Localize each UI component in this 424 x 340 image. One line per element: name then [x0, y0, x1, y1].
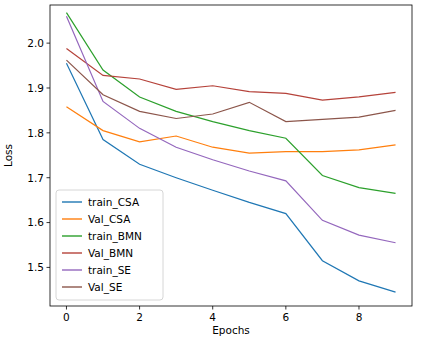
series-line [66, 107, 395, 153]
x-tick [212, 306, 213, 310]
x-tick-label: 2 [136, 311, 143, 323]
legend-label: train_BMN [88, 230, 142, 243]
y-tick [47, 222, 51, 223]
y-tick [47, 132, 51, 133]
y-tick-label: 1.8 [27, 127, 44, 139]
x-tick [66, 306, 67, 310]
legend-swatch [62, 286, 82, 287]
x-tick-label: 6 [283, 311, 290, 323]
plot-lines [66, 13, 395, 292]
legend-label: Val_BMN [88, 247, 133, 260]
legend-box [56, 190, 163, 300]
legend: train_CSA Val_CSA train_BMN Val_BMN train_SE… [56, 190, 163, 300]
y-tick-label: 1.7 [27, 172, 44, 184]
y-tick-label: 2.0 [27, 37, 44, 49]
x-tick [358, 306, 359, 310]
y-tick-label: 1.6 [27, 216, 44, 228]
legend-swatch [62, 252, 82, 253]
y-tick [47, 267, 51, 268]
chart: 0 2 4 6 8 1.5 1.6 1.7 1.8 1.9 2.0 Epochs Loss train_C… [0, 0, 424, 340]
y-axis-label: Loss [2, 144, 14, 167]
legend-swatch [62, 269, 82, 270]
legend-swatch [62, 201, 82, 202]
x-tick [139, 306, 140, 310]
series-line [66, 49, 395, 101]
x-tick-label: 8 [356, 311, 363, 323]
legend-label: Val_SE [88, 281, 122, 294]
legend-swatch [62, 235, 82, 236]
legend-label: train_CSA [88, 196, 140, 209]
y-tick [47, 87, 51, 88]
x-tick-label: 4 [209, 311, 216, 323]
y-tick [47, 177, 51, 178]
series-line [66, 60, 395, 121]
series-line [66, 13, 395, 194]
legend-label: Val_CSA [88, 213, 131, 226]
legend-label: train_SE [88, 264, 131, 277]
y-tick-label: 1.9 [27, 82, 44, 94]
y-tick-label: 1.5 [27, 261, 44, 273]
y-tick [47, 43, 51, 44]
legend-swatch [62, 218, 82, 219]
x-tick-label: 0 [63, 311, 70, 323]
x-axis-label: Epochs [212, 324, 250, 336]
x-tick [285, 306, 286, 310]
plot-frame [50, 5, 412, 306]
